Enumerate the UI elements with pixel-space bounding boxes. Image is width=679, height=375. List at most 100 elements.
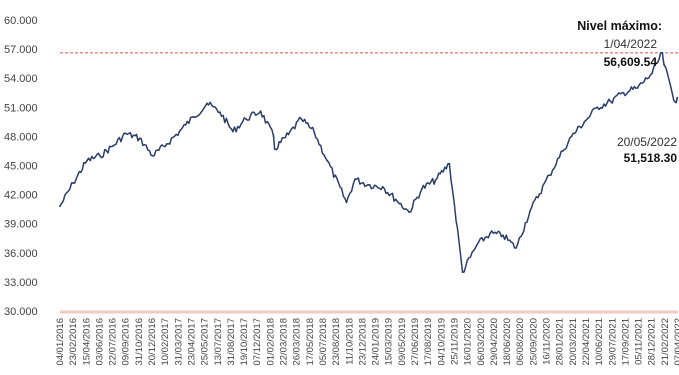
data-point — [676, 96, 679, 99]
data-point — [674, 101, 677, 104]
data-point — [609, 100, 612, 103]
x-tick-label: 20/03/2021 — [568, 318, 579, 366]
x-tick-label: 23/04/2017 — [187, 318, 198, 366]
annotations: Nivel máximo: 1/04/2022 56,609.54 20/05/… — [577, 19, 677, 165]
data-point — [313, 131, 316, 134]
data-point — [596, 106, 599, 109]
y-tick-label: 36.000 — [4, 248, 38, 260]
x-tick-label: 23/12/2018 — [357, 318, 368, 366]
x-tick-label: 31/08/2017 — [226, 318, 237, 366]
x-tick-label: 26/03/2018 — [292, 318, 303, 366]
data-point — [502, 234, 504, 237]
x-tick-label: 22/03/2018 — [279, 318, 290, 366]
x-tick-label: 17/08/2019 — [423, 318, 434, 366]
data-point — [354, 178, 356, 181]
x-tick-label: 28/12/2021 — [647, 318, 658, 366]
data-point — [193, 116, 195, 118]
data-point — [515, 247, 518, 249]
data-point — [59, 205, 61, 208]
x-tick-label: 28/01/2021 — [555, 318, 566, 366]
data-point — [138, 137, 141, 140]
x-axis-ticks: 04/01/2016 23/02/2016 15/04/2016 03/06/2016… — [55, 318, 679, 366]
latest-annotation-date: 20/05/2022 — [617, 135, 677, 149]
data-point — [461, 271, 464, 274]
x-tick-label: 29/04/2020 — [489, 318, 500, 366]
y-tick-label: 51.000 — [4, 102, 38, 114]
y-tick-label: 54.000 — [4, 73, 38, 85]
x-tick-label: 07/12/2017 — [252, 318, 263, 366]
y-tick-label: 48.000 — [4, 131, 38, 143]
series-line — [59, 52, 678, 273]
max-annotation-title: Nivel máximo: — [577, 19, 662, 33]
data-point — [661, 52, 664, 54]
data-point — [651, 72, 653, 75]
x-tick-label: 09/09/2016 — [121, 318, 132, 366]
x-tick-label: 04/01/2016 — [55, 318, 66, 366]
y-tick-label: 33.000 — [4, 277, 38, 289]
x-tick-label: 31/03/2017 — [173, 318, 184, 366]
latest-annotation-value: 51,518.30 — [624, 151, 678, 165]
x-tick-label: 05/11/2021 — [634, 318, 645, 365]
data-point — [272, 135, 275, 138]
x-tick-label: 31/10/2016 — [134, 318, 145, 366]
data-point — [124, 132, 127, 135]
x-tick-label: 05/07/2018 — [318, 318, 329, 366]
x-tick-label: 25/11/2019 — [450, 318, 461, 365]
data-point — [394, 198, 397, 201]
data-point — [583, 120, 586, 123]
series-points — [59, 52, 679, 274]
x-tick-label: 03/06/2016 — [94, 318, 105, 366]
data-point — [178, 130, 181, 133]
data-point — [367, 184, 370, 186]
y-tick-label: 60.000 — [4, 15, 38, 27]
data-point — [548, 174, 551, 177]
data-point — [99, 154, 101, 157]
x-tick-label: 15/04/2016 — [81, 318, 92, 366]
x-tick-label: 18/06/2020 — [502, 318, 513, 366]
y-tick-label: 39.000 — [4, 219, 38, 231]
x-tick-label: 11/10/2018 — [344, 318, 355, 365]
data-point — [345, 201, 348, 204]
data-point — [489, 232, 491, 235]
max-annotation-date: 1/04/2022 — [604, 37, 658, 51]
x-tick-label: 27/06/2019 — [410, 318, 421, 366]
y-axis-ticks: 60.000 57.000 54.000 51.000 48.000 45.000 42.0… — [4, 15, 38, 318]
x-tick-label: 23/08/2018 — [331, 318, 342, 366]
data-point — [636, 87, 639, 89]
data-point — [287, 133, 290, 136]
x-tick-label: 19/10/2017 — [239, 318, 250, 366]
data-point — [421, 187, 423, 190]
x-tick-label: 17/05/2018 — [305, 318, 316, 366]
data-point — [408, 211, 411, 214]
x-tick-label: 06/03/2020 — [476, 318, 487, 366]
x-tick-label: 10/02/2017 — [160, 318, 171, 366]
y-tick-label: 42.000 — [4, 190, 38, 202]
data-point — [663, 63, 665, 66]
x-tick-label: 16/01/2020 — [463, 318, 474, 366]
data-point — [232, 130, 234, 133]
y-tick-label: 30.000 — [4, 306, 38, 318]
x-tick-label: 24/01/2019 — [371, 318, 382, 366]
y-tick-label: 57.000 — [4, 44, 38, 56]
y-tick-label: 45.000 — [4, 161, 38, 173]
data-point — [151, 154, 154, 157]
data-point — [570, 135, 573, 138]
data-point — [206, 102, 208, 105]
data-point — [86, 159, 88, 162]
x-tick-label: 15/03/2019 — [384, 318, 395, 366]
x-tick-label: 29/07/2021 — [607, 318, 618, 366]
data-point — [448, 162, 451, 165]
data-point — [561, 150, 564, 152]
data-point — [475, 244, 478, 246]
x-tick-label: 09/05/2019 — [397, 318, 408, 366]
data-point — [273, 148, 276, 150]
data-point — [434, 179, 437, 181]
x-tick-label: 06/08/2020 — [515, 318, 526, 366]
data-point — [219, 111, 221, 114]
x-tick-label: 13/07/2017 — [213, 318, 224, 366]
data-point — [184, 123, 187, 126]
x-tick-label: 21/02/2022 — [660, 318, 671, 366]
x-tick-label: 25/05/2017 — [200, 318, 211, 366]
max-annotation-value: 56,609.54 — [604, 55, 658, 69]
